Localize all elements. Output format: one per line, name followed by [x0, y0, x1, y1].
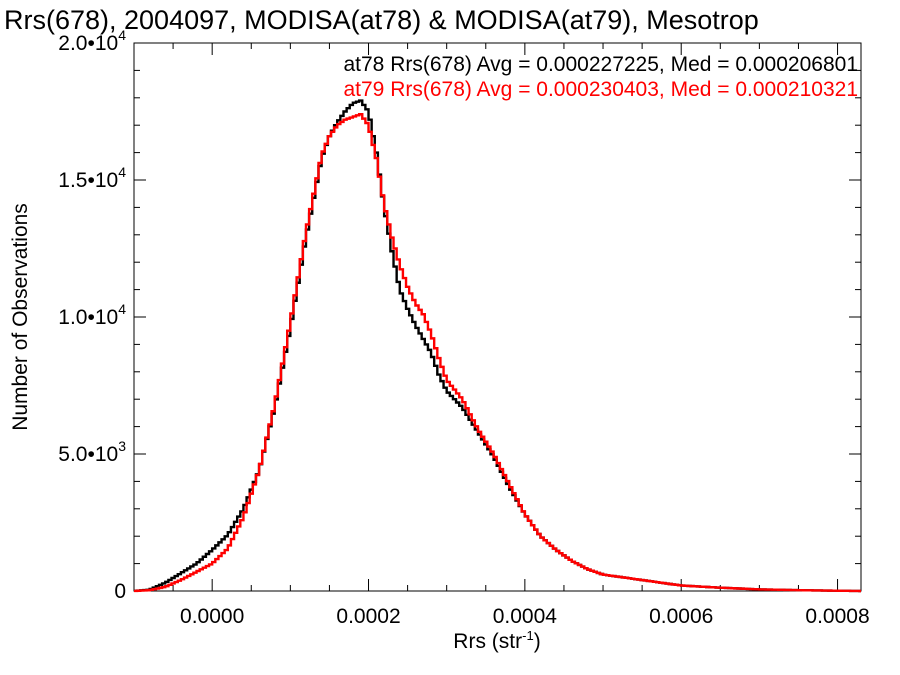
y-tick-label: 1.0•104	[58, 301, 126, 329]
histogram-series-2	[134, 113, 861, 593]
series-layer	[134, 99, 861, 593]
x-tick-label: 0.0004	[493, 605, 558, 628]
stats-annotation-2: at79 Rrs(678) Avg = 0.000230403, Med = 0…	[343, 78, 858, 101]
axis-ticks	[133, 42, 861, 592]
x-tick-label: 0.0000	[180, 605, 244, 628]
x-tick-label: 0.0008	[805, 605, 869, 628]
x-axis-label-superscript: -1	[522, 628, 534, 643]
x-tick-label: 0.0006	[649, 605, 713, 628]
y-tick-label: 0	[114, 580, 126, 603]
x-axis-label-close: )	[534, 630, 541, 653]
x-tick-label: 0.0002	[336, 605, 400, 628]
y-tick-label: 2.0•104	[58, 27, 126, 55]
y-tick-label: 1.5•104	[58, 164, 126, 192]
y-tick-labels: 0 5.0•103 1.0•104 1.5•104 2.0•104	[58, 27, 126, 603]
chart-title: Rrs(678), 2004097, MODISA(at78) & MODISA…	[4, 5, 759, 35]
x-axis-label: Rrs (str-1)	[453, 628, 540, 653]
stats-annotation-1: at78 Rrs(678) Avg = 0.000227225, Med = 0…	[343, 53, 858, 76]
annotations: at78 Rrs(678) Avg = 0.000227225, Med = 0…	[343, 53, 858, 101]
x-axis-label-main: Rrs (str	[453, 630, 522, 653]
y-tick-label: 5.0•103	[58, 438, 126, 466]
y-axis-label: Number of Observations	[9, 203, 32, 431]
x-tick-labels: 0.0000 0.0002 0.0004 0.0006 0.0008	[180, 605, 870, 628]
